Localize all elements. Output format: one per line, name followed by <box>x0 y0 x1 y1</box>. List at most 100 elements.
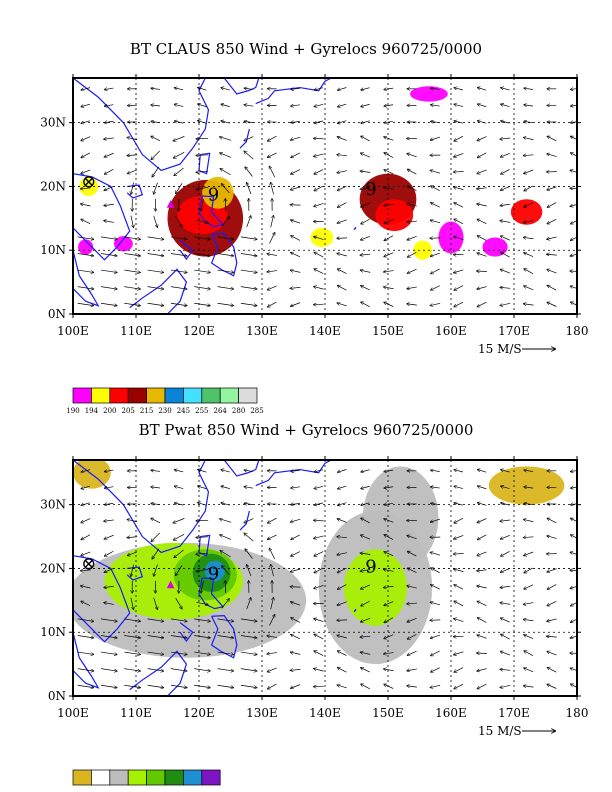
wind-vector <box>104 186 114 190</box>
wind-vector <box>198 121 207 124</box>
wind-vector <box>124 635 140 637</box>
coastline <box>198 577 225 610</box>
wind-vector <box>271 183 274 195</box>
wind-vector <box>194 269 210 272</box>
wind-vector <box>571 684 577 688</box>
wind-vector <box>337 253 347 257</box>
wind-vector <box>431 634 441 638</box>
wind-vector <box>221 470 230 473</box>
wind-vector <box>477 204 487 207</box>
wind-vector <box>81 87 91 90</box>
wind-vector <box>128 169 138 174</box>
wind-vector <box>361 103 370 106</box>
wind-vector <box>291 220 301 224</box>
wind-vector <box>571 503 577 504</box>
wind-vector <box>104 603 114 605</box>
wind-vector <box>571 518 577 522</box>
wind-vector <box>454 517 464 523</box>
gyre-marker: ⊗ <box>81 553 96 574</box>
wind-vector <box>500 302 511 305</box>
wind-vector <box>408 251 417 257</box>
wind-vector <box>477 586 487 589</box>
wind-vector <box>547 536 557 539</box>
wind-vector <box>338 269 347 274</box>
wind-vector <box>196 186 209 189</box>
wind-vector <box>174 534 185 540</box>
wind-vector <box>384 569 394 571</box>
wind-vector <box>245 167 253 177</box>
wind-vector <box>100 302 117 305</box>
x-tick-label: 170E <box>498 706 530 720</box>
wind-vector <box>196 568 209 571</box>
coastline <box>129 268 188 314</box>
colorbar-label: 264 <box>214 407 228 415</box>
wind-vector <box>217 236 234 239</box>
wind-vector <box>524 185 534 191</box>
y-tick-label: 20N <box>40 561 66 575</box>
wind-vector <box>131 182 134 195</box>
wind-vector <box>291 551 301 557</box>
wind-vector <box>240 635 257 637</box>
wind-vector <box>431 88 440 89</box>
colorbar-box <box>127 769 147 786</box>
wind-vector <box>100 253 117 255</box>
coastline <box>198 534 211 557</box>
wind-vector <box>100 684 117 687</box>
wind-vector <box>524 537 534 538</box>
wind-vector <box>501 269 510 274</box>
wind-vector <box>77 635 94 637</box>
wind-vector <box>360 171 371 172</box>
wind-vector <box>314 287 324 290</box>
wind-vector <box>314 103 324 106</box>
wind-vector <box>501 152 510 157</box>
wind-vector <box>217 635 234 637</box>
wind-vector <box>477 188 487 189</box>
wind-vector <box>217 618 234 621</box>
wind-vector <box>547 618 557 621</box>
wind-vector <box>524 237 534 238</box>
wind-vector <box>384 88 394 89</box>
wind-vector <box>500 204 511 205</box>
wind-vector <box>431 650 440 656</box>
wind-vector <box>174 167 184 175</box>
wind-vector <box>124 668 140 671</box>
wind-vector <box>384 204 394 205</box>
wind-vector <box>408 169 417 175</box>
wind-vector <box>291 302 301 307</box>
wind-vector <box>454 121 464 124</box>
wind-vector <box>431 121 440 122</box>
wind-vector <box>151 121 161 122</box>
wind-vector <box>360 254 371 255</box>
wind-vector <box>130 215 134 228</box>
wind-vector <box>127 537 138 538</box>
plot-area <box>73 78 577 314</box>
wind-vector <box>407 669 417 671</box>
wind-vector <box>147 618 164 621</box>
coastline <box>223 460 260 477</box>
wind-vector <box>314 269 324 274</box>
wind-vector <box>407 154 417 158</box>
wind-vector <box>501 186 510 190</box>
coastline <box>239 510 250 531</box>
wind-vector <box>173 518 185 522</box>
wind-vector <box>501 651 510 656</box>
wind-vector <box>478 88 487 91</box>
wind-vector <box>104 152 114 157</box>
wind-vector <box>220 535 232 540</box>
wind-vector <box>454 651 464 655</box>
wind-vector <box>269 166 276 178</box>
wind-vector <box>81 570 91 571</box>
wind-vector <box>454 219 464 225</box>
wind-vector <box>454 535 464 538</box>
wind-vector <box>501 236 510 241</box>
shaded-field <box>78 239 94 255</box>
wind-vector <box>240 269 257 272</box>
x-tick-label: 180 <box>566 324 589 338</box>
wind-vector <box>454 104 464 107</box>
wind-vector <box>104 534 114 539</box>
wind-vector <box>196 219 208 222</box>
wind-vector <box>314 551 324 556</box>
wind-vector <box>151 487 161 488</box>
wind-vector <box>477 570 487 571</box>
wind-vector <box>104 88 114 90</box>
